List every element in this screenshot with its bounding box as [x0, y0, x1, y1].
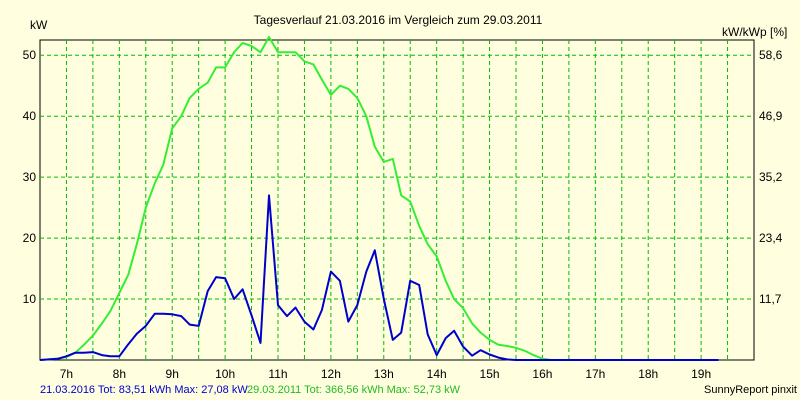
y-tick-label-right: 35,2	[759, 170, 783, 184]
x-tick-label: 9h	[166, 367, 179, 381]
tick-labels: 50 58,6 40 46,9 30 35,2 20 23,4 10 11,7 7h 8h 9h 10h 1…	[23, 48, 783, 381]
series-lines	[39, 36, 719, 361]
y-tick-label-left: 30	[23, 170, 37, 184]
right-axis-label: kW/kWp [%]	[722, 25, 787, 39]
x-tick-label: 17h	[585, 367, 605, 381]
footer-series2-info: 29.03.2011 Tot: 366,56 kWh Max: 52,73 kW	[247, 384, 461, 396]
x-tick-label: 19h	[691, 367, 711, 381]
x-tick-label: 13h	[374, 367, 394, 381]
series-line-21.03.2016	[39, 194, 719, 361]
x-tick-label: 15h	[480, 367, 500, 381]
y-tick-label-right: 46,9	[759, 109, 783, 123]
chart-title: Tagesverlauf 21.03.2016 im Vergleich zum…	[254, 13, 543, 27]
x-tick-label: 11h	[268, 367, 287, 381]
y-tick-label-left: 10	[23, 292, 37, 306]
y-tick-label-right: 23,4	[759, 231, 783, 245]
x-tick-label: 12h	[321, 367, 341, 381]
y-tick-label-left: 50	[23, 48, 37, 62]
x-tick-label: 18h	[638, 367, 658, 381]
left-axis-label: kW	[30, 18, 48, 32]
grid	[40, 40, 754, 360]
x-tick-label: 7h	[60, 367, 73, 381]
footer-credit: SunnyReport pinxit	[704, 384, 797, 396]
y-tick-label-right: 58,6	[759, 48, 783, 62]
plot-area	[39, 39, 755, 361]
x-tick-label: 8h	[113, 367, 126, 381]
y-tick-label-right: 11,7	[759, 292, 782, 306]
series-line-29.03.2011	[39, 36, 719, 361]
footer-series1-info: 21.03.2016 Tot: 83,51 kWh Max: 27,08 kW	[40, 384, 248, 396]
x-tick-label: 10h	[215, 367, 235, 381]
y-tick-label-left: 20	[23, 231, 37, 245]
x-tick-label: 14h	[427, 367, 447, 381]
x-tick-label: 16h	[532, 367, 552, 381]
y-tick-label-left: 40	[23, 109, 37, 123]
